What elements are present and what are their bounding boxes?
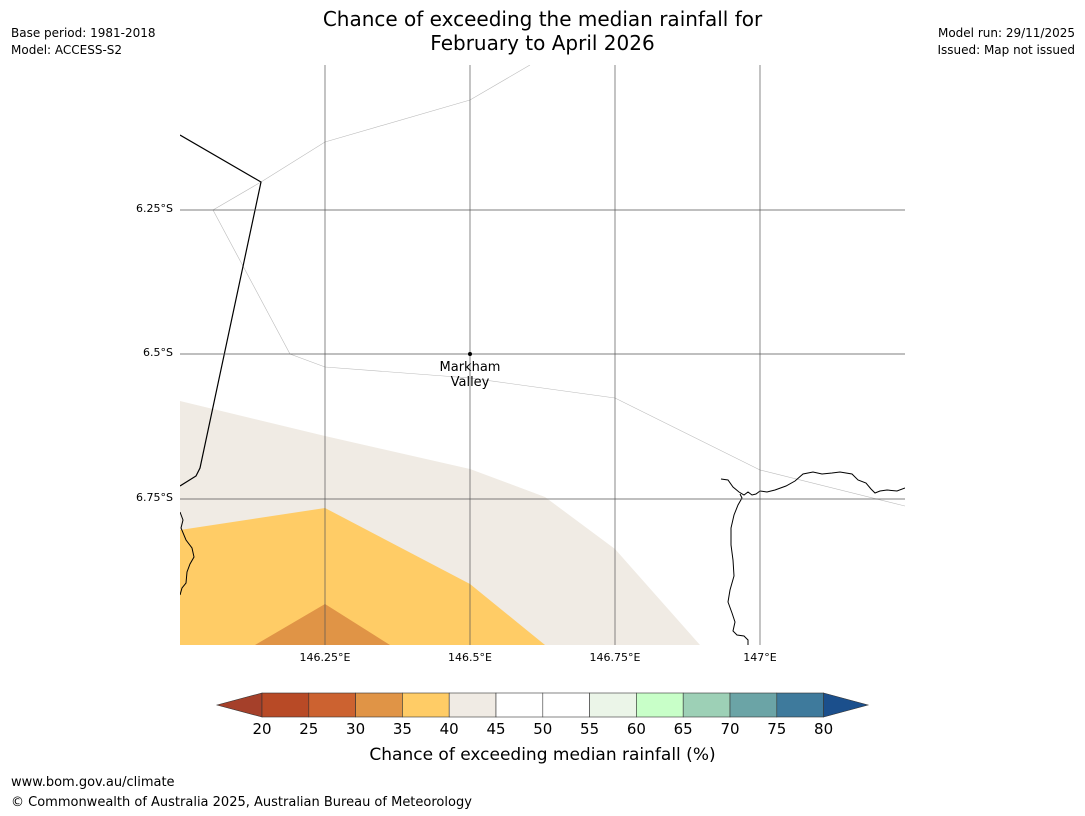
colorbar (215, 692, 870, 718)
colorbar-label: Chance of exceeding median rainfall (%) (369, 745, 716, 765)
colorbar-tick-20: 20 (252, 720, 272, 738)
colorbar-tick-25: 25 (299, 720, 319, 738)
lat-label-6.25: 6.25°S (136, 202, 173, 215)
map-frame (180, 65, 905, 645)
lon-label-146.5: 146.5°E (448, 651, 492, 664)
colorbar-segment-40-45 (448, 692, 497, 718)
colorbar-segment-70-75 (729, 692, 778, 718)
colorbar-tick-75: 75 (767, 720, 787, 738)
colorbar-segment-60-65 (636, 692, 684, 718)
colorbar-segment-45-50 (495, 692, 544, 718)
colorbar-tick-45: 45 (486, 720, 506, 738)
title-line-1: Chance of exceeding the median rainfall … (322, 7, 763, 31)
issued-status: Issued: Map not issued (937, 43, 1075, 57)
footer-url[interactable]: www.bom.gov.au/climate (11, 775, 175, 790)
title-line-2: February to April 2026 (430, 31, 655, 55)
lon-label-147: 147°E (743, 651, 777, 664)
colorbar-segment-35-40 (402, 692, 450, 718)
colorbar-tick-80: 80 (814, 720, 834, 738)
region-35-40 (180, 508, 545, 645)
place-label: Markham Valley (440, 360, 501, 390)
place-name-line-1: Markham (439, 360, 501, 375)
place-marker (468, 352, 472, 356)
coastline-east (720, 471, 905, 645)
model-name: Model: ACCESS-S2 (11, 43, 123, 57)
lon-label-146.75: 146.75°E (589, 651, 641, 664)
colorbar-extend-low (215, 692, 263, 718)
map-title: Chance of exceeding the median rainfall … (0, 7, 1085, 55)
colorbar-segment-75-80 (776, 692, 824, 718)
colorbar-tick-65: 65 (673, 720, 693, 738)
colorbar-tick-55: 55 (580, 720, 600, 738)
colorbar-tick-30: 30 (346, 720, 366, 738)
colorbar-tick-40: 40 (439, 720, 459, 738)
meta-left: Base period: 1981-2018 Model: ACCESS-S2 (11, 25, 156, 59)
lon-label-146.25: 146.25°E (299, 651, 351, 664)
lat-label-6.5: 6.5°S (143, 346, 173, 359)
region-30-35 (255, 604, 390, 645)
model-run: Model run: 29/11/2025 (937, 26, 1075, 40)
base-period: Base period: 1981-2018 (11, 26, 156, 40)
colorbar-segment-65-70 (682, 692, 731, 718)
colorbar-tick-60: 60 (626, 720, 646, 738)
colorbar-segment-50-55 (542, 692, 590, 718)
colorbar-tick-50: 50 (533, 720, 553, 738)
coastline-west (180, 511, 195, 596)
meta-right: Model run: 29/11/2025 Issued: Map not is… (937, 25, 1075, 59)
colorbar-tick-35: 35 (392, 720, 412, 738)
place-name-line-2: Valley (450, 375, 490, 390)
colorbar-segment-25-30 (308, 692, 356, 718)
colorbar-tick-70: 70 (720, 720, 740, 738)
colorbar-segment-30-35 (355, 692, 403, 718)
lat-label-6.75: 6.75°S (136, 491, 173, 504)
country-border (180, 134, 262, 487)
colorbar-extend-high (823, 692, 870, 718)
colorbar-segment-55-60 (589, 692, 637, 718)
footer-copyright: © Commonwealth of Australia 2025, Austra… (11, 795, 472, 810)
colorbar-segment-20-25 (261, 692, 310, 718)
